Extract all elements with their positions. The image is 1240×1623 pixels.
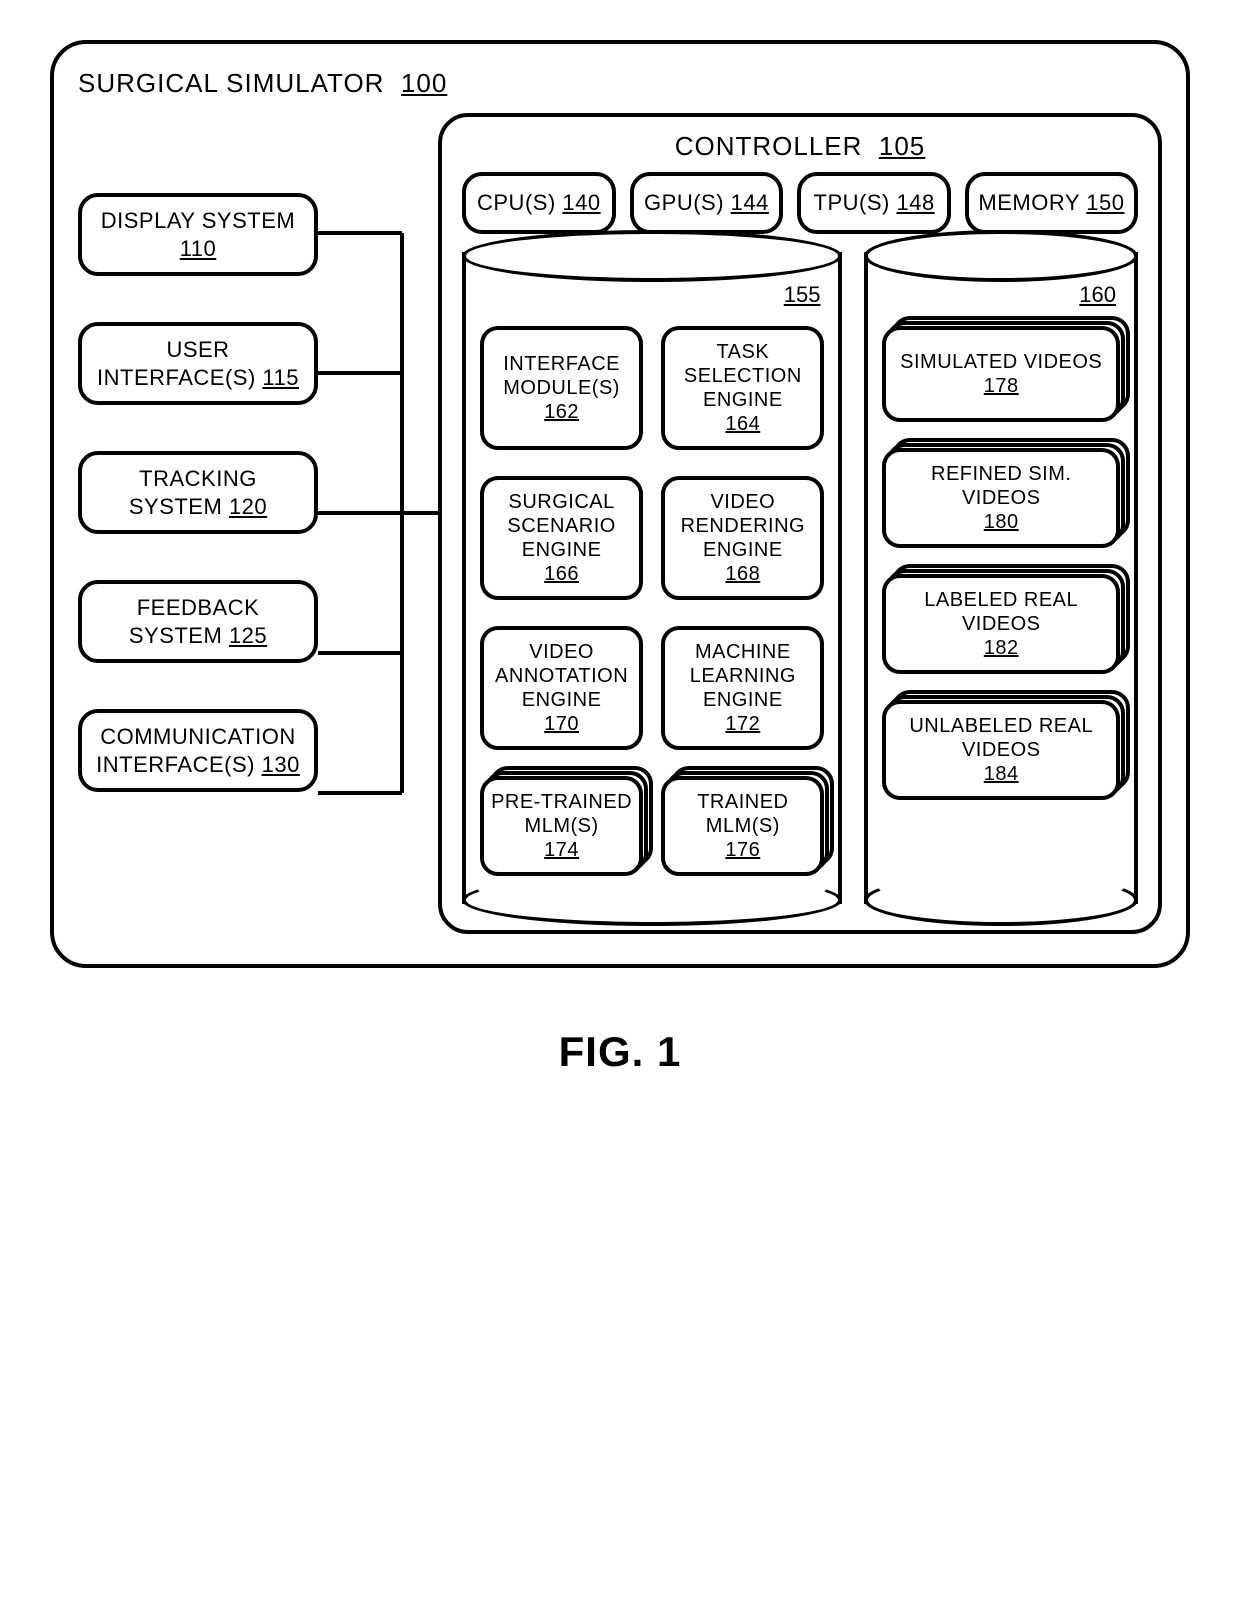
- cpu-box: CPU(S) 140: [462, 172, 616, 234]
- processing-unit-row: CPU(S) 140 GPU(S) 144 TPU(S) 148 MEMORY …: [462, 172, 1138, 234]
- engines-datastore-ref: 155: [784, 282, 821, 308]
- task-selection-engine-box: TASK SELECTION ENGINE 164: [661, 326, 824, 450]
- surgical-scenario-engine-ref: 166: [490, 562, 633, 586]
- gpu-label: GPU(S): [644, 190, 724, 215]
- videos-grid: SIMULATED VIDEOS 178 REFINED SIM. VIDEOS…: [882, 326, 1120, 800]
- labeled-real-videos-ref: 182: [892, 636, 1110, 660]
- left-column: DISPLAY SYSTEM 110 USER INTERFACE(S) 115…: [78, 113, 318, 934]
- controller-title-ref: 105: [879, 131, 925, 161]
- bus-connector-svg: [318, 113, 438, 873]
- refined-sim-videos-ref: 180: [892, 510, 1110, 534]
- interface-module-label: INTERFACE MODULE(S): [490, 352, 633, 400]
- controller-title-label: CONTROLLER: [675, 131, 863, 161]
- trained-mlm-stack: TRAINED MLM(S) 176: [661, 776, 824, 876]
- trained-mlm-ref: 176: [671, 838, 814, 862]
- bus-column: [318, 113, 438, 934]
- gpu-box: GPU(S) 144: [630, 172, 784, 234]
- videos-datastore: 160 SIMULATED VIDEOS 178: [864, 252, 1138, 904]
- simulated-videos-ref: 178: [892, 374, 1110, 398]
- tracking-system-ref: 120: [229, 494, 267, 519]
- tracking-system-box: TRACKING SYSTEM 120: [78, 451, 318, 534]
- surgical-scenario-engine-box: SURGICAL SCENARIO ENGINE 166: [480, 476, 643, 600]
- cpu-ref: 140: [562, 190, 600, 215]
- simulated-videos-stack: SIMULATED VIDEOS 178: [882, 326, 1120, 422]
- simulated-videos-label: SIMULATED VIDEOS: [892, 350, 1110, 374]
- unlabeled-real-videos-ref: 184: [892, 762, 1110, 786]
- engines-grid: INTERFACE MODULE(S) 162 TASK SELECTION E…: [480, 326, 824, 876]
- task-selection-engine-ref: 164: [671, 412, 814, 436]
- labeled-real-videos-label: LABELED REAL VIDEOS: [892, 588, 1110, 636]
- labeled-real-videos-box: LABELED REAL VIDEOS 182: [882, 574, 1120, 674]
- user-interfaces-ref: 115: [262, 365, 299, 390]
- task-selection-engine-label: TASK SELECTION ENGINE: [671, 340, 814, 412]
- simulator-title-row: SURGICAL SIMULATOR 100: [78, 68, 1162, 99]
- display-system-label: DISPLAY SYSTEM: [101, 208, 295, 233]
- unlabeled-real-videos-stack: UNLABELED REAL VIDEOS 184: [882, 700, 1120, 800]
- simulator-title-label: SURGICAL SIMULATOR: [78, 68, 384, 98]
- simulator-title: SURGICAL SIMULATOR 100: [78, 68, 447, 98]
- video-rendering-engine-label: VIDEO RENDERING ENGINE: [671, 490, 814, 562]
- display-system-box: DISPLAY SYSTEM 110: [78, 193, 318, 276]
- video-annotation-engine-box: VIDEO ANNOTATION ENGINE 170: [480, 626, 643, 750]
- controller-title: CONTROLLER 105: [462, 131, 1138, 162]
- tpu-ref: 148: [896, 190, 934, 215]
- pretrained-mlm-stack: PRE-TRAINED MLM(S) 174: [480, 776, 643, 876]
- user-interfaces-box: USER INTERFACE(S) 115: [78, 322, 318, 405]
- machine-learning-engine-label: MACHINE LEARNING ENGINE: [671, 640, 814, 712]
- interface-module-box: INTERFACE MODULE(S) 162: [480, 326, 643, 450]
- simulated-videos-box: SIMULATED VIDEOS 178: [882, 326, 1120, 422]
- machine-learning-engine-ref: 172: [671, 712, 814, 736]
- controller-frame: CONTROLLER 105 CPU(S) 140 GPU(S) 144 TPU…: [438, 113, 1162, 934]
- simulator-title-ref: 100: [401, 68, 447, 98]
- pretrained-mlm-box: PRE-TRAINED MLM(S) 174: [480, 776, 643, 876]
- refined-sim-videos-box: REFINED SIM. VIDEOS 180: [882, 448, 1120, 548]
- main-row: DISPLAY SYSTEM 110 USER INTERFACE(S) 115…: [78, 113, 1162, 934]
- tpu-box: TPU(S) 148: [797, 172, 951, 234]
- cpu-label: CPU(S): [477, 190, 556, 215]
- interface-module-ref: 162: [490, 400, 633, 424]
- refined-sim-videos-label: REFINED SIM. VIDEOS: [892, 462, 1110, 510]
- figure-label: FIG. 1: [50, 1028, 1190, 1076]
- communication-interfaces-box: COMMUNICATION INTERFACE(S) 130: [78, 709, 318, 792]
- unlabeled-real-videos-box: UNLABELED REAL VIDEOS 184: [882, 700, 1120, 800]
- display-system-ref: 110: [180, 236, 217, 261]
- user-interfaces-label: USER INTERFACE(S): [97, 337, 256, 390]
- trained-mlm-label: TRAINED MLM(S): [671, 790, 814, 838]
- database-row: 155 INTERFACE MODULE(S) 162 TASK SELECTI…: [462, 252, 1138, 904]
- trained-mlm-box: TRAINED MLM(S) 176: [661, 776, 824, 876]
- feedback-system-box: FEEDBACK SYSTEM 125: [78, 580, 318, 663]
- communication-interfaces-ref: 130: [262, 752, 300, 777]
- machine-learning-engine-box: MACHINE LEARNING ENGINE 172: [661, 626, 824, 750]
- refined-sim-videos-stack: REFINED SIM. VIDEOS 180: [882, 448, 1120, 548]
- surgical-scenario-engine-label: SURGICAL SCENARIO ENGINE: [490, 490, 633, 562]
- video-annotation-engine-ref: 170: [490, 712, 633, 736]
- video-rendering-engine-ref: 168: [671, 562, 814, 586]
- labeled-real-videos-stack: LABELED REAL VIDEOS 182: [882, 574, 1120, 674]
- memory-box: MEMORY 150: [965, 172, 1138, 234]
- engines-datastore: 155 INTERFACE MODULE(S) 162 TASK SELECTI…: [462, 252, 842, 904]
- pretrained-mlm-ref: 174: [490, 838, 633, 862]
- feedback-system-ref: 125: [229, 623, 267, 648]
- unlabeled-real-videos-label: UNLABELED REAL VIDEOS: [892, 714, 1110, 762]
- video-rendering-engine-box: VIDEO RENDERING ENGINE 168: [661, 476, 824, 600]
- gpu-ref: 144: [731, 190, 769, 215]
- tpu-label: TPU(S): [814, 190, 890, 215]
- pretrained-mlm-label: PRE-TRAINED MLM(S): [490, 790, 633, 838]
- video-annotation-engine-label: VIDEO ANNOTATION ENGINE: [490, 640, 633, 712]
- memory-label: MEMORY: [978, 190, 1079, 215]
- memory-ref: 150: [1086, 190, 1124, 215]
- videos-datastore-ref: 160: [1079, 282, 1116, 308]
- surgical-simulator-frame: SURGICAL SIMULATOR 100 DISPLAY SYSTEM 11…: [50, 40, 1190, 968]
